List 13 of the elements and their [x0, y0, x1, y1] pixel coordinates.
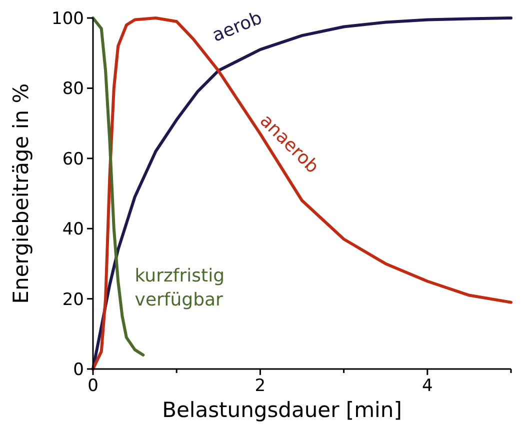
x-axis-title: Belastungsdauer [min] [162, 398, 402, 422]
x-tick-label: 0 [88, 376, 98, 396]
y-tick-label: 80 [62, 79, 84, 100]
y-axis-title: Energiebeiträge in % [9, 83, 33, 304]
y-tick-label: 20 [62, 290, 84, 310]
y-tick-label: 100 [52, 8, 84, 29]
y-tick-label: 40 [62, 220, 84, 240]
series-label: kurzfristig verfügbar [134, 265, 225, 310]
text: aerob [209, 8, 266, 46]
y-tick-label: 60 [62, 149, 84, 170]
x-tick-label: 2 [254, 376, 266, 396]
y-tick-label: 0 [73, 360, 84, 380]
x-tick-label: 4 [422, 376, 433, 396]
